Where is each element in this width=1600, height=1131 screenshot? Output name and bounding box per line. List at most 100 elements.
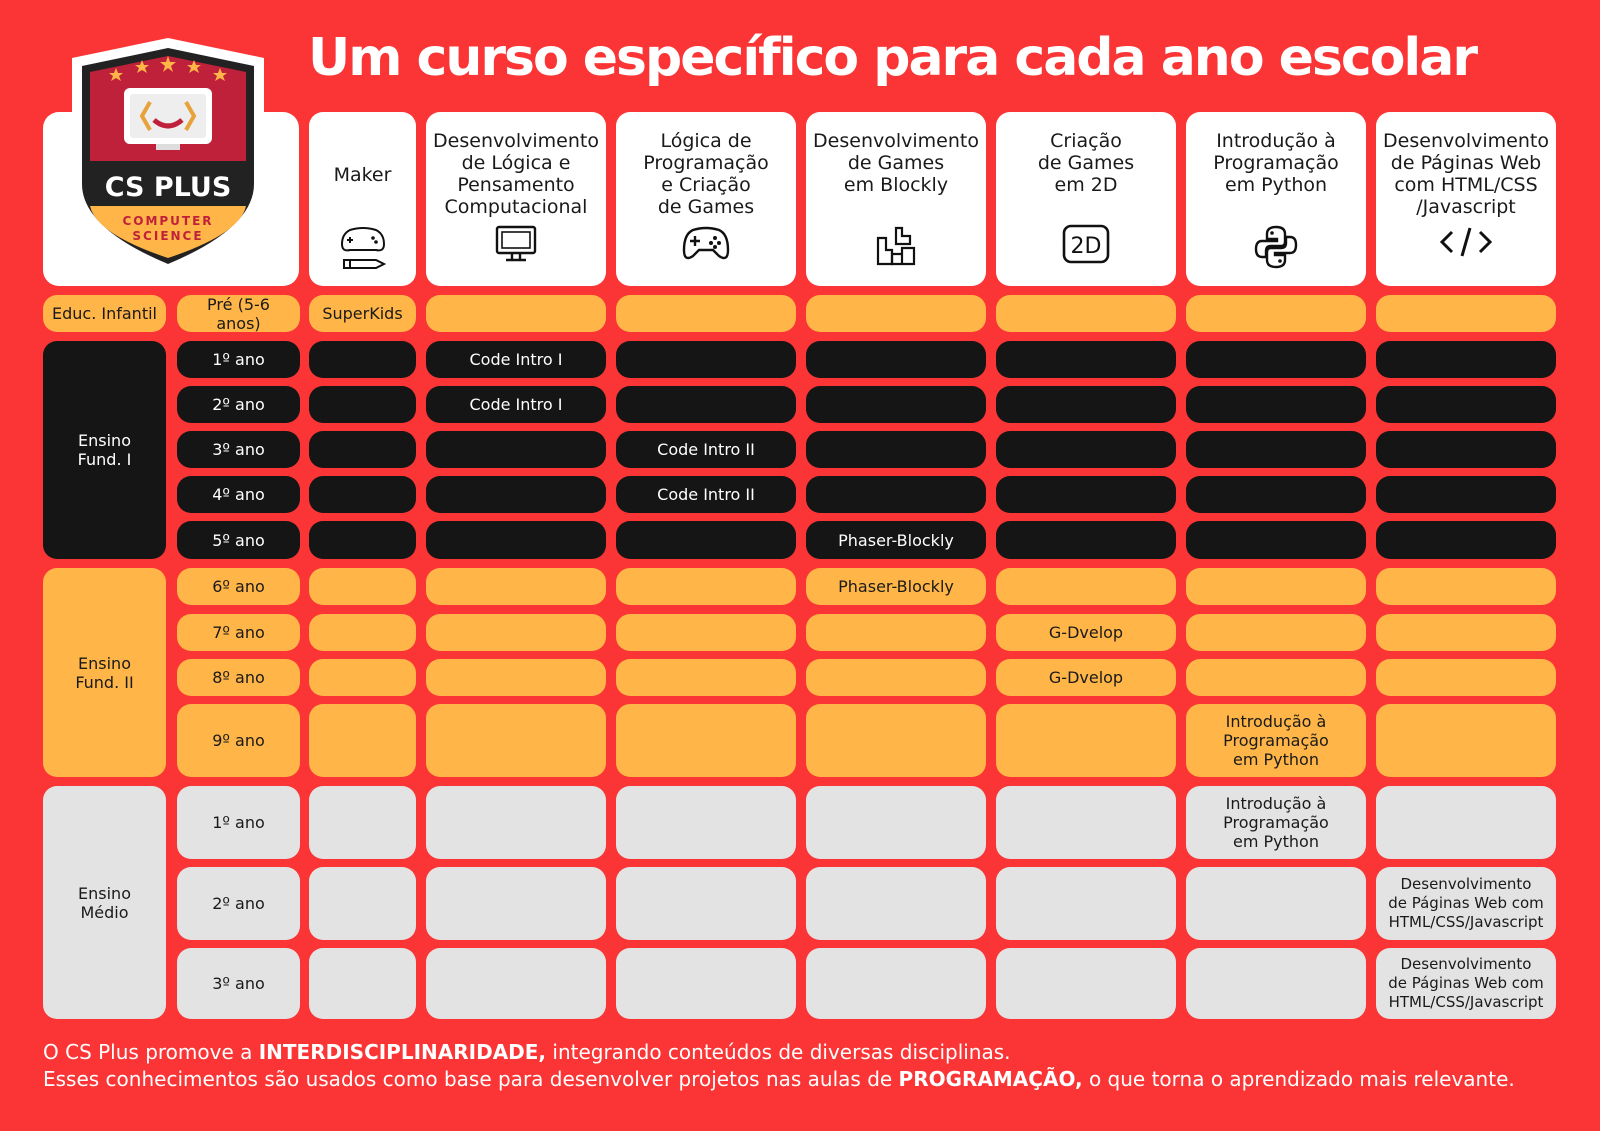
empty-cell [1376,295,1556,332]
empty-cell [806,431,986,468]
empty-cell [1186,614,1366,651]
course-title: Desenvolvimento de Games em Blockly [813,130,979,196]
empty-cell [309,521,416,559]
empty-cell [806,659,986,696]
empty-cell [1186,431,1366,468]
footer-bold: PROGRAMAÇÃO, [898,1067,1083,1091]
course-title: Maker [333,164,392,186]
level-fund1: Ensino Fund. I [43,341,166,559]
empty-cell [426,568,606,605]
empty-cell [996,867,1176,940]
cs-plus-logo [72,38,264,274]
course-cell: SuperKids [309,295,416,332]
empty-cell [426,614,606,651]
empty-cell [806,614,986,651]
monitor-icon [495,225,537,262]
grade-label: 1º ano [177,341,300,378]
empty-cell [996,786,1176,859]
course-cell: G-Dvelop [996,659,1176,696]
grade-label: Pré (5-6 anos) [177,295,300,333]
empty-cell [996,704,1176,777]
empty-cell [1376,341,1556,378]
grade-label: 1º ano [177,786,300,859]
empty-cell [426,704,606,777]
empty-cell [1186,659,1366,696]
empty-cell [616,786,796,859]
empty-cell [616,295,796,332]
course-header-blockly: Desenvolvimento de Games em Blockly [806,112,986,286]
empty-cell [309,386,416,423]
course-header-logica: Desenvolvimento de Lógica e Pensamento C… [426,112,606,286]
empty-cell [426,948,606,1019]
empty-cell [996,386,1176,423]
course-title: Introdução à Programação em Python [1213,130,1339,196]
empty-cell [1376,786,1556,859]
course-title: Lógica de Programação e Criação de Games [643,130,769,218]
empty-cell [1376,568,1556,605]
course-cell: Code Intro II [616,476,796,513]
empty-cell [1376,386,1556,423]
empty-cell [1186,476,1366,513]
empty-cell [1376,521,1556,559]
footer-text: O CS Plus promove a [43,1040,259,1064]
empty-cell [616,704,796,777]
empty-cell [1376,476,1556,513]
course-title: Desenvolvimento de Páginas Web com HTML/… [1383,130,1549,218]
footer-text: Esses conhecimentos são usados como base… [43,1067,899,1091]
empty-cell [996,341,1176,378]
course-cell: Phaser-Blockly [806,568,986,605]
course-title: Criação de Games em 2D [1037,130,1135,196]
course-header-web: Desenvolvimento de Páginas Web com HTML/… [1376,112,1556,286]
empty-cell [806,786,986,859]
course-cell: Code Intro I [426,341,606,378]
course-header-python: Introdução à Programação em Python [1186,112,1366,286]
empty-cell [309,659,416,696]
footer-line-1: O CS Plus promove a INTERDISCIPLINARIDAD… [43,1040,1011,1064]
gamepad-icon [682,226,730,260]
empty-cell [616,568,796,605]
course-cell: Desenvolvimento de Páginas Web com HTML/… [1376,867,1556,940]
empty-cell [806,341,986,378]
empty-cell [996,431,1176,468]
footer-line-2: Esses conhecimentos são usados como base… [43,1067,1515,1091]
empty-cell [616,614,796,651]
empty-cell [426,659,606,696]
course-header-programacao: Lógica de Programação e Criação de Games [616,112,796,286]
empty-cell [1186,341,1366,378]
2d-icon: 2D [1062,224,1110,264]
course-cell: Desenvolvimento de Páginas Web com HTML/… [1376,948,1556,1019]
course-cell: Introdução à Programação em Python [1186,786,1366,859]
empty-cell [426,476,606,513]
course-cell: Code Intro II [616,431,796,468]
grade-label: 6º ano [177,568,300,605]
grade-label: 5º ano [177,521,300,559]
footer-text: o que torna o aprendizado mais relevante… [1082,1067,1515,1091]
grade-label: 8º ano [177,659,300,696]
course-cell: Phaser-Blockly [806,521,986,559]
code-icon [1439,227,1493,257]
grade-label: 7º ano [177,614,300,651]
empty-cell [996,948,1176,1019]
empty-cell [996,295,1176,332]
empty-cell [806,948,986,1019]
level-fund2: Ensino Fund. II [43,568,166,777]
empty-cell [1376,704,1556,777]
empty-cell [309,476,416,513]
level-medio: Ensino Médio [43,786,166,1019]
course-title: Desenvolvimento de Lógica e Pensamento C… [433,130,599,218]
course-cell: G-Dvelop [996,614,1176,651]
empty-cell [996,476,1176,513]
empty-cell [309,568,416,605]
empty-cell [806,295,986,332]
empty-cell [309,948,416,1019]
empty-cell [426,431,606,468]
grade-label: 3º ano [177,948,300,1019]
grade-label: 2º ano [177,386,300,423]
empty-cell [426,786,606,859]
footer-bold: INTERDISCIPLINARIDADE, [258,1040,547,1064]
empty-cell [1376,614,1556,651]
empty-cell [1186,867,1366,940]
empty-cell [1186,521,1366,559]
empty-cell [1186,568,1366,605]
empty-cell [1376,659,1556,696]
